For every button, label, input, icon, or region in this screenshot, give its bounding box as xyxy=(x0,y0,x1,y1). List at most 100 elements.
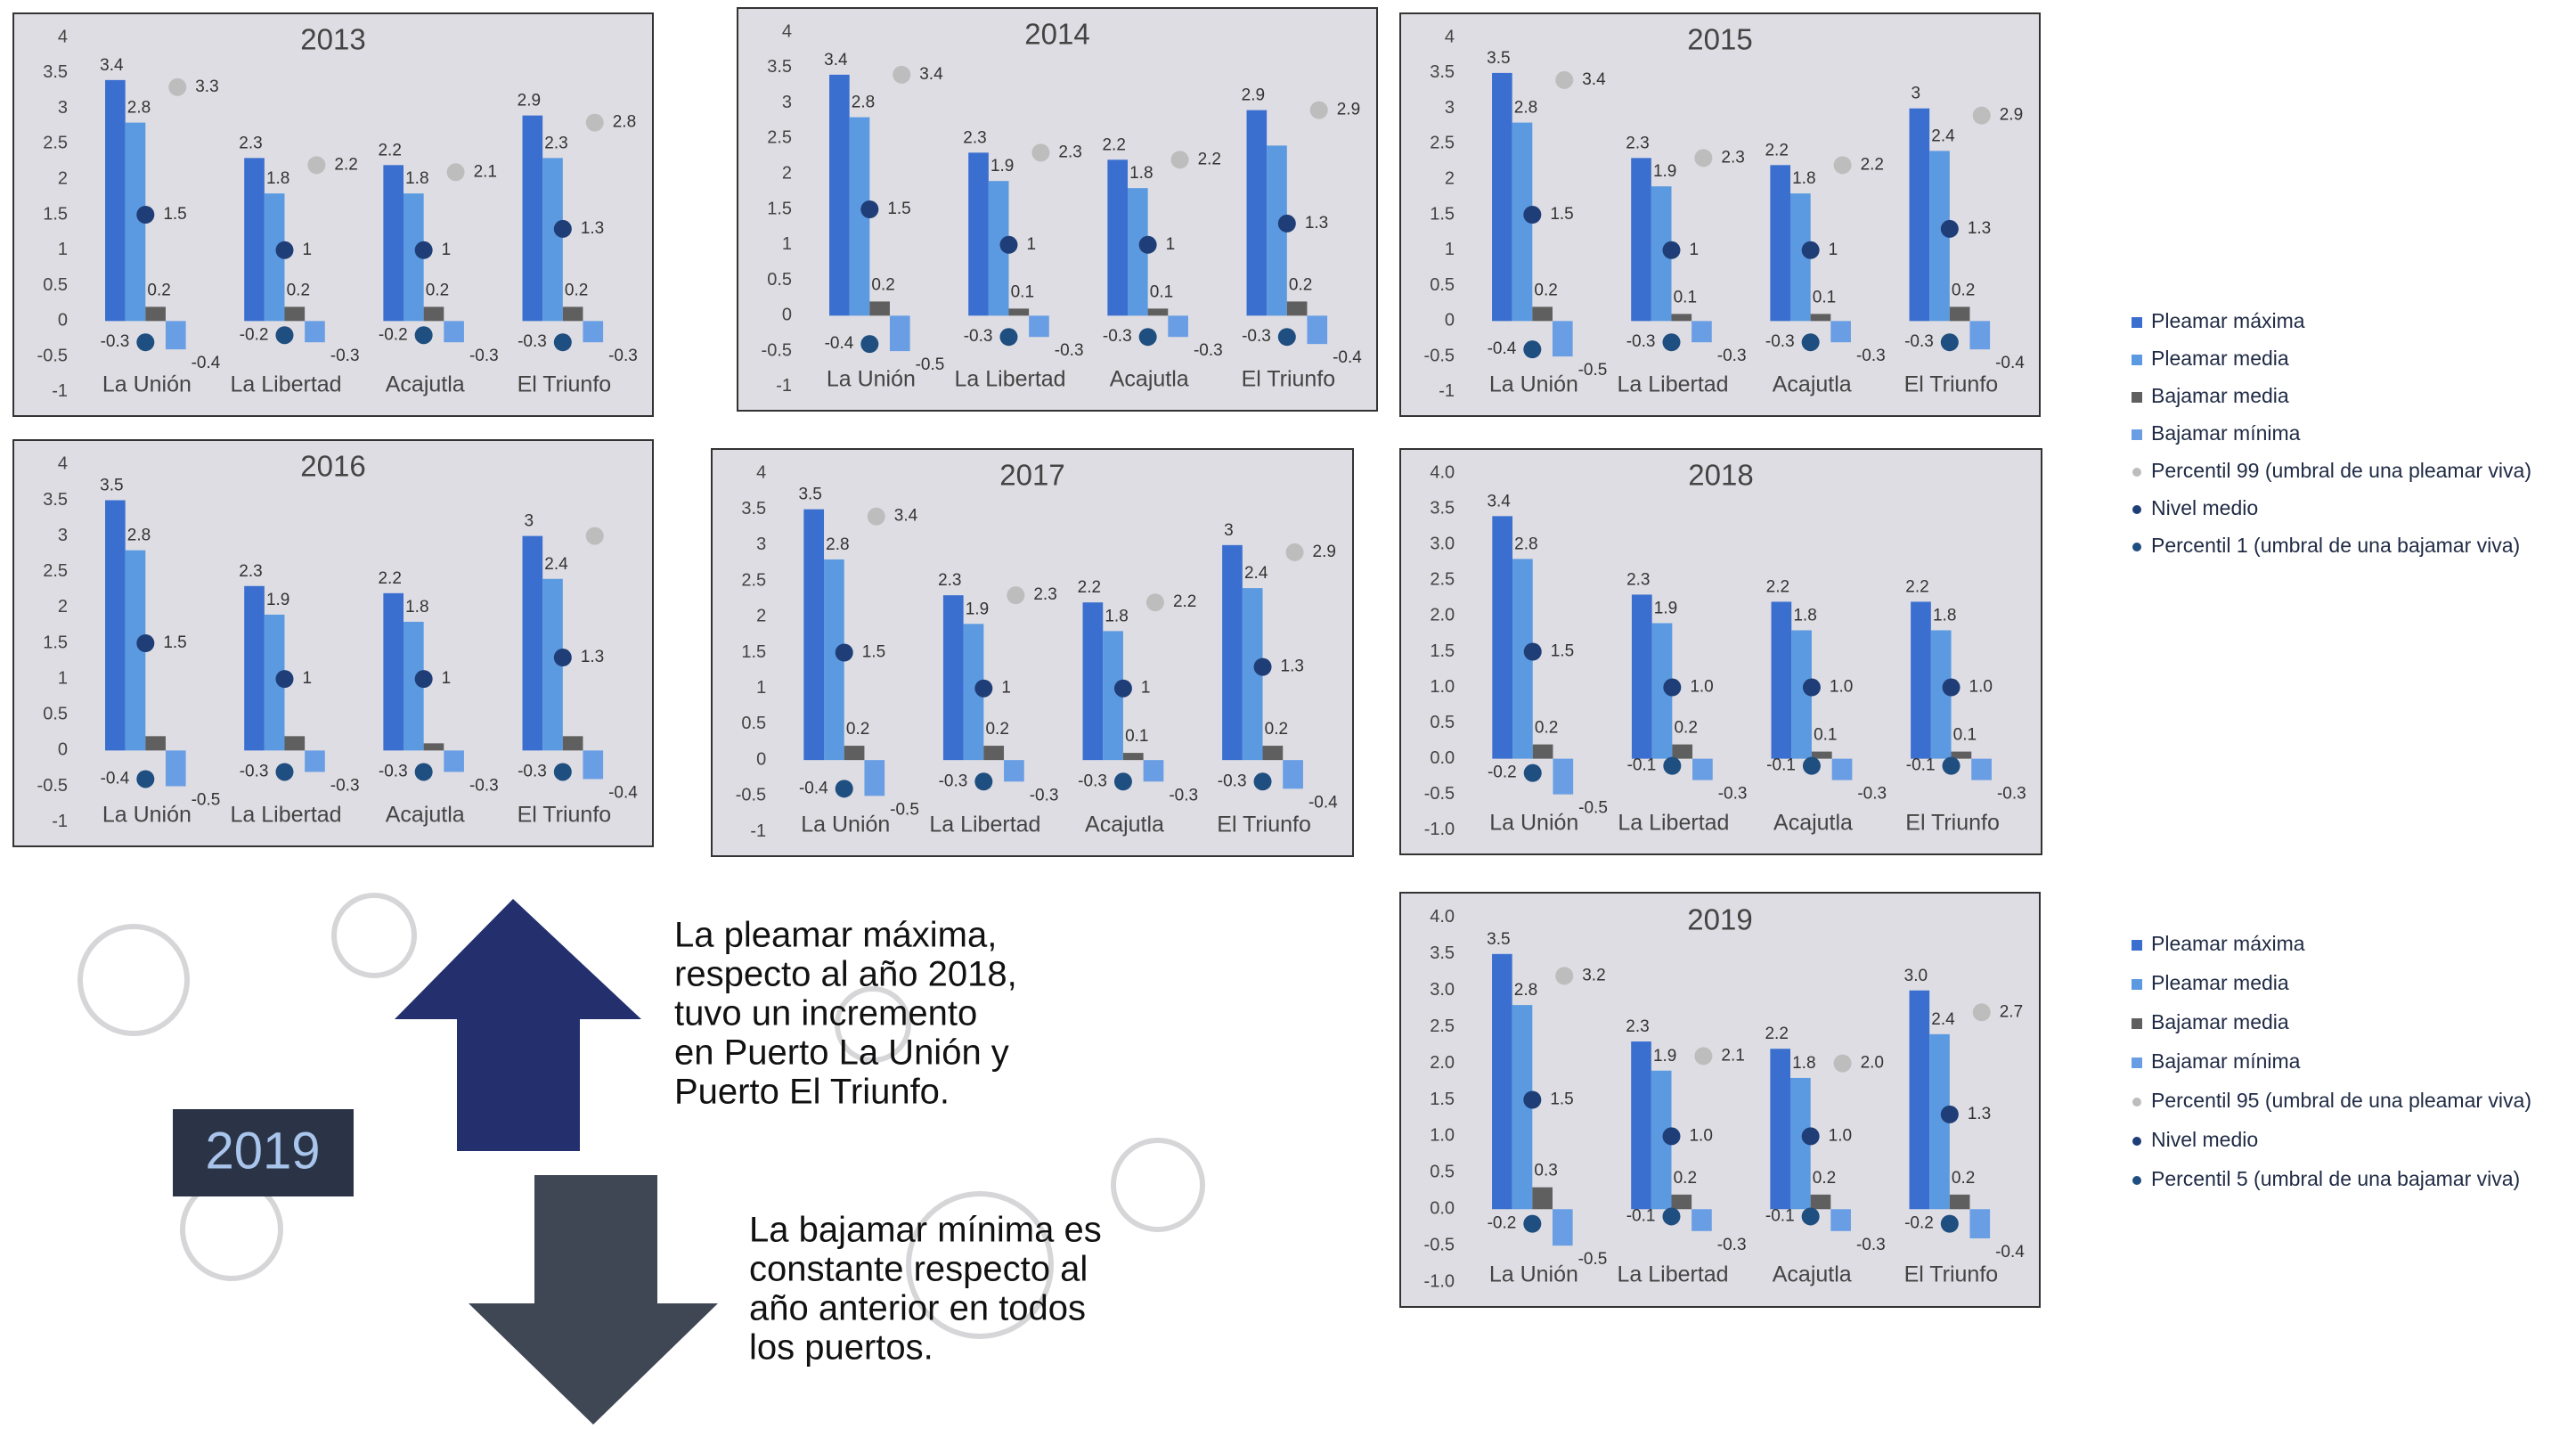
data-label: 1.8 xyxy=(1792,169,1815,188)
legend-label: Percentil 5 (umbral de una bajamar viva) xyxy=(2151,1167,2520,1190)
y-tick-label: 2.5 xyxy=(43,561,68,581)
data-label: 2.4 xyxy=(544,555,568,574)
mean-level-dot xyxy=(1662,241,1681,259)
y-tick-label: 1.5 xyxy=(43,633,68,652)
data-label: 1.9 xyxy=(1654,599,1677,617)
data-label: 0.2 xyxy=(1813,1169,1836,1188)
mean-level-dot xyxy=(414,670,433,689)
y-tick-label: -1 xyxy=(52,812,68,831)
y-tick-label: 3.5 xyxy=(767,57,792,77)
data-label: -0.4 xyxy=(101,770,130,788)
data-label: -0.2 xyxy=(1904,1214,1934,1233)
legend-swatch xyxy=(2132,1098,2141,1106)
bar xyxy=(849,117,870,316)
bar xyxy=(1771,601,1792,759)
data-label: 2.4 xyxy=(1931,127,1955,145)
y-tick-label: 2.0 xyxy=(1430,1053,1455,1073)
x-tick-label: El Triunfo xyxy=(1217,812,1311,837)
percentile-high-dot xyxy=(1694,149,1713,167)
percentile-low-dot xyxy=(1523,763,1542,782)
bar xyxy=(1909,108,1930,322)
bar xyxy=(988,181,1009,316)
y-tick-label: 3 xyxy=(58,526,68,545)
data-label: 1.5 xyxy=(163,205,186,224)
data-label: -0.3 xyxy=(1103,327,1132,346)
callout-line: La pleamar máxima, xyxy=(674,916,997,955)
data-label: 1.8 xyxy=(266,169,289,188)
data-label: 0.1 xyxy=(1125,727,1148,746)
mean-level-dot xyxy=(553,649,572,667)
data-label: 2.2 xyxy=(1765,141,1788,159)
data-label: 2.2 xyxy=(1766,577,1789,596)
bar xyxy=(1147,308,1169,316)
bar xyxy=(1532,744,1553,759)
y-tick-label: -0.5 xyxy=(1424,784,1455,804)
bar xyxy=(1791,630,1812,759)
data-label: 0.1 xyxy=(1011,282,1034,301)
percentile-low-dot xyxy=(1802,756,1821,775)
x-tick-label: La Unión xyxy=(1489,372,1578,397)
y-tick-label: 3.0 xyxy=(1430,980,1455,1000)
legend-label: Pleamar media xyxy=(2151,971,2289,994)
y-tick-label: 2.5 xyxy=(1430,570,1455,590)
y-tick-label: 0.5 xyxy=(43,705,68,724)
y-tick-label: 2.5 xyxy=(741,570,766,590)
legend-swatch xyxy=(2132,429,2142,440)
y-tick-label: 0.5 xyxy=(1430,275,1455,295)
bar xyxy=(1512,559,1533,759)
data-label: 0.2 xyxy=(1952,1169,1975,1188)
bar xyxy=(1532,306,1553,322)
data-label: 2.2 xyxy=(1078,578,1101,597)
chart-title: 2013 xyxy=(300,22,365,55)
percentile-low-dot xyxy=(1662,333,1681,352)
bar xyxy=(284,306,306,322)
data-label: 2.3 xyxy=(1626,570,1650,589)
y-tick-label: 2 xyxy=(756,607,766,626)
y-tick-label: 1.5 xyxy=(1430,641,1455,661)
y-tick-label: 0 xyxy=(58,740,68,760)
data-label: 2.1 xyxy=(1721,1046,1744,1065)
y-tick-label: 3 xyxy=(1445,98,1455,118)
bar xyxy=(1283,760,1303,789)
legend-label: Nivel medio xyxy=(2151,1128,2258,1151)
percentile-low-dot xyxy=(553,763,572,781)
y-tick-label: 1.0 xyxy=(1430,677,1455,697)
data-label: 0.1 xyxy=(1813,288,1836,306)
data-label: 1.5 xyxy=(163,633,186,652)
legend-label: Bajamar media xyxy=(2151,384,2289,407)
data-label: -0.4 xyxy=(192,354,221,372)
bar xyxy=(264,614,285,751)
percentile-low-dot xyxy=(1523,1214,1542,1233)
bar xyxy=(1651,623,1673,759)
data-label: 2.3 xyxy=(239,562,262,581)
x-tick-label: La Libertad xyxy=(1617,1262,1728,1287)
y-tick-label: 1 xyxy=(58,240,68,259)
data-label: 3.5 xyxy=(798,486,821,504)
mean-level-dot xyxy=(553,219,572,238)
data-label: 2.3 xyxy=(544,134,567,152)
chart: 2014 -1 -0.5 0 0.5 1 1.5 2 2.5 3 3.5 4 La Unión 3.4 2.… xyxy=(737,7,1378,412)
data-label: 0.1 xyxy=(1150,282,1173,301)
data-label: -0.3 xyxy=(1717,347,1747,365)
data-label: 2.8 xyxy=(1514,99,1537,118)
data-label: 3.4 xyxy=(1487,492,1511,510)
data-label: 1.5 xyxy=(887,200,910,218)
bar xyxy=(869,301,890,316)
data-label: 3.4 xyxy=(1582,70,1606,89)
bar xyxy=(1790,193,1811,322)
callout-line: en Puerto La Unión y xyxy=(674,1033,1009,1073)
y-tick-label: 4 xyxy=(58,454,68,474)
data-label: 0.2 xyxy=(565,281,588,299)
bar xyxy=(1512,122,1533,322)
data-label: 1.5 xyxy=(1550,205,1573,224)
callout-line: año anterior en todos xyxy=(749,1289,1086,1328)
y-tick-label: 4 xyxy=(1445,27,1455,46)
bar xyxy=(1246,110,1268,316)
x-tick-label: La Unión xyxy=(801,812,890,837)
data-label: 2.4 xyxy=(1244,564,1268,583)
y-tick-label: 1.5 xyxy=(1430,1090,1455,1109)
mean-level-dot xyxy=(136,634,155,652)
data-label: 3.2 xyxy=(1582,966,1605,984)
bar xyxy=(1971,758,1992,780)
y-tick-label: -1 xyxy=(1439,381,1455,401)
